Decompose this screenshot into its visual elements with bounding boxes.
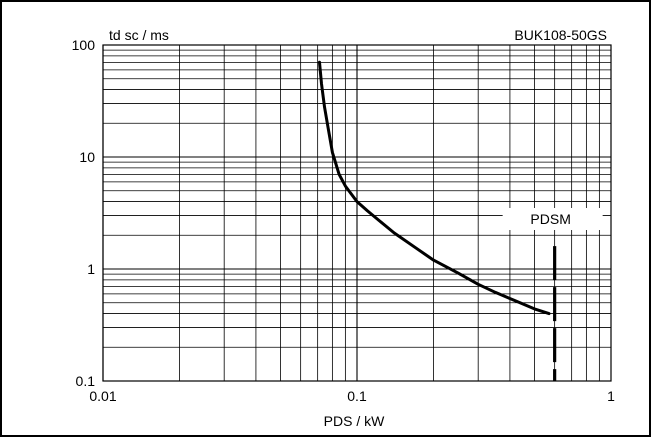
annotation-group: PDSM xyxy=(502,208,603,230)
y-tick-label: 0.1 xyxy=(76,373,96,389)
pdsm-label: PDSM xyxy=(530,211,570,227)
x-tick-label: 1 xyxy=(607,388,615,404)
y-tick-label: 10 xyxy=(79,149,95,165)
y-tick-label: 100 xyxy=(72,37,96,53)
chart-title: BUK108-50GS xyxy=(514,27,607,43)
x-tick-label: 0.1 xyxy=(347,388,367,404)
plot-area-frame xyxy=(102,44,612,382)
y-tick-label: 1 xyxy=(87,261,95,277)
x-axis-label: PDS / kW xyxy=(324,413,385,429)
x-tick-label: 0.01 xyxy=(89,388,116,404)
pdsm-label-background xyxy=(502,208,603,230)
y-axis-label: td sc / ms xyxy=(109,27,169,43)
series-line xyxy=(318,60,551,316)
series-group xyxy=(318,60,557,381)
